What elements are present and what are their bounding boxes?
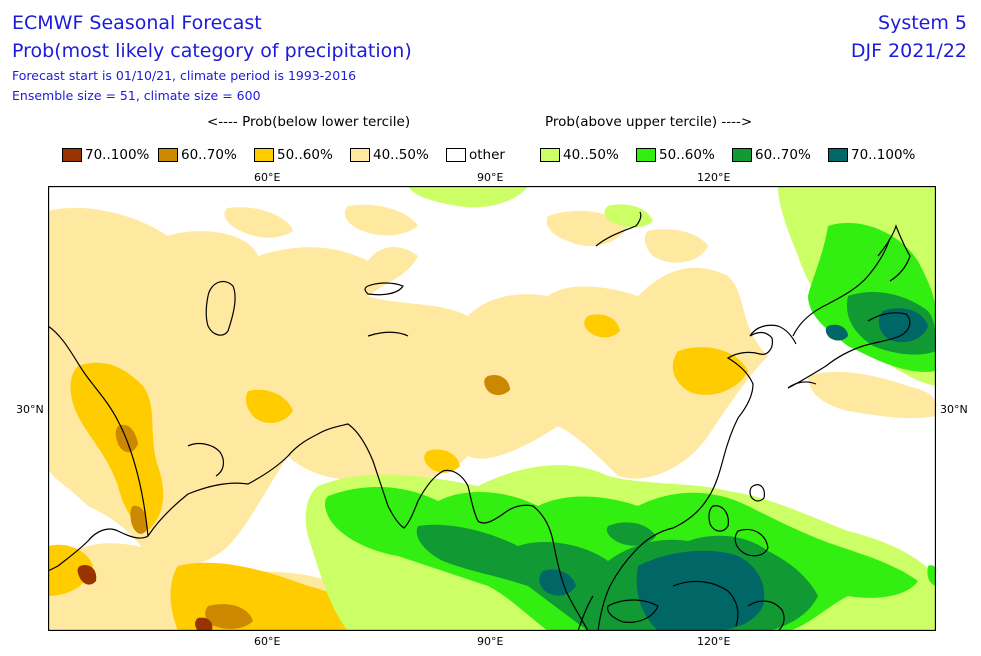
legend-label: other [469,147,505,163]
legend-item-below-40-50: 40..50% [350,146,429,164]
legend-label: 50..60% [659,147,715,163]
legend-label: 40..50% [563,147,619,163]
legend-swatch [636,148,656,162]
legend-label: 60..70% [181,147,237,163]
top-tick-120e: 120°E [697,171,731,184]
legend-swatch [828,148,848,162]
probability-fields [48,186,936,631]
forecast-start-info: Forecast start is 01/10/21, climate peri… [12,68,357,83]
ensemble-info: Ensemble size = 51, climate size = 600 [12,88,261,103]
forecast-subtitle: Prob(most likely category of precipitati… [12,40,412,62]
legend-swatch [350,148,370,162]
region-above-70-100 [539,308,928,631]
legend-swatch [446,148,466,162]
legend-swatch [158,148,178,162]
right-tick-30n: 30°N [940,403,968,416]
legend-item-above-70-100: 70..100% [828,146,915,164]
legend-item-above-50-60: 50..60% [636,146,715,164]
season-label: DJF 2021/22 [850,40,967,62]
legend-item-below-50-60: 50..60% [254,146,333,164]
system-label: System 5 [878,12,967,34]
legend-item-below-70-100: 70..100% [62,146,149,164]
legend-item-above-60-70: 60..70% [732,146,811,164]
forecast-map [48,186,936,631]
legend-swatch [62,148,82,162]
bottom-tick-90e: 90°E [477,635,504,648]
bottom-tick-120e: 120°E [697,635,731,648]
left-tick-30n: 30°N [16,403,44,416]
region-below-60-70 [115,374,510,629]
legend-label: 50..60% [277,147,333,163]
top-tick-90e: 90°E [477,171,504,184]
legend-swatch [254,148,274,162]
map-frame [48,186,936,631]
legend-item-above-40-50: 40..50% [540,146,619,164]
legend-item-below-60-70: 60..70% [158,146,237,164]
top-tick-60e: 60°E [254,171,281,184]
legend-label: 70..100% [851,147,916,163]
legend-swatch [540,148,560,162]
legend-label: 60..70% [755,147,811,163]
coastlines [48,211,911,631]
legend-label: 40..50% [373,147,429,163]
legend-item-other: other [446,146,505,164]
legend-label: 70..100% [85,147,150,163]
below-tercile-caption: <---- Prob(below lower tercile) [207,114,411,130]
bottom-tick-60e: 60°E [254,635,281,648]
legend-swatch [732,148,752,162]
above-tercile-caption: Prob(above upper tercile) ----> [545,114,753,130]
forecast-title: ECMWF Seasonal Forecast [12,12,262,34]
